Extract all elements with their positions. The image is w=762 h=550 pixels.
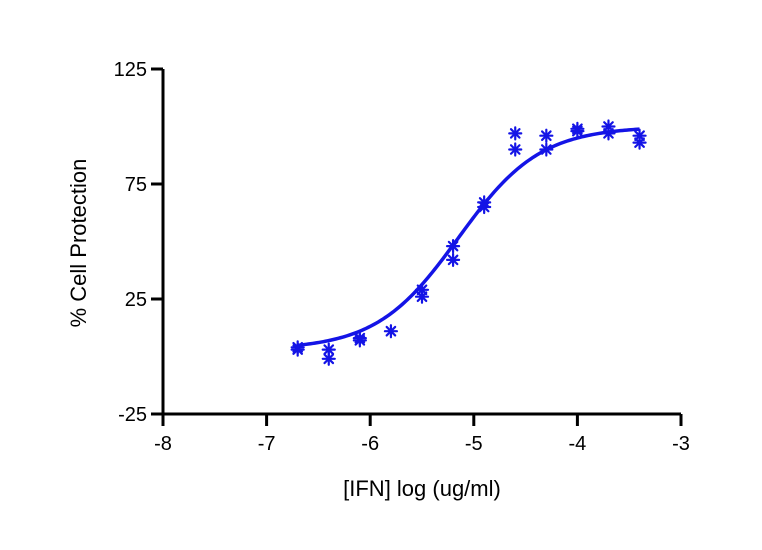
data-point <box>321 351 336 366</box>
data-points-layer <box>290 119 647 366</box>
fit-curve-layer <box>297 127 640 348</box>
y-axis-title: % Cell Protection <box>66 159 91 328</box>
data-point <box>445 252 461 267</box>
data-point <box>632 128 647 143</box>
data-point <box>508 126 523 141</box>
x-tick-label: -7 <box>258 433 276 455</box>
x-tick-label: -6 <box>361 433 379 455</box>
x-tick-label: -5 <box>465 433 483 455</box>
x-tick-label: -4 <box>569 433 587 455</box>
data-point <box>383 324 399 339</box>
data-point <box>414 282 430 297</box>
data-point <box>290 340 305 355</box>
axes: -25 25 75 125 -8 -7 -6 -5 -4 -3 <box>114 59 690 455</box>
x-axis-title: [IFN] log (ug/ml) <box>343 476 501 501</box>
data-point <box>477 195 492 210</box>
data-point <box>508 142 523 157</box>
data-point <box>539 142 554 157</box>
data-point <box>445 239 461 254</box>
y-tick-label: -25 <box>118 404 147 426</box>
y-tick-label: 125 <box>114 59 147 81</box>
y-tick-label: 25 <box>125 289 147 311</box>
x-tick-label: -3 <box>672 433 690 455</box>
x-tick-label: -8 <box>154 433 172 455</box>
data-point <box>601 119 616 134</box>
data-point <box>539 128 554 143</box>
y-tick-label: 75 <box>125 174 147 196</box>
data-point <box>352 331 367 346</box>
fit-curve <box>297 127 640 348</box>
data-point <box>570 121 585 136</box>
